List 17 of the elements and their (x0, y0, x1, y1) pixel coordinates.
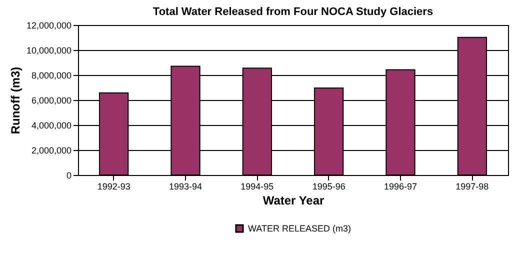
y-tick-label: 10,000,000 (26, 46, 72, 56)
x-tick-label: 1995-96 (312, 182, 346, 192)
chart-title: Total Water Released from Four NOCA Study Glaciers (152, 6, 434, 18)
y-axis-title: Runoff (m3) (8, 66, 22, 134)
x-tick-label: 1993-94 (168, 182, 202, 192)
y-tick-label: 0 (66, 170, 72, 180)
x-tick-label: 1994-95 (240, 182, 274, 192)
y-tick-label: 8,000,000 (31, 70, 72, 80)
x-tick-label: 1996-97 (384, 182, 418, 192)
y-tick-label: 4,000,000 (31, 120, 72, 130)
x-axis-title: Water Year (262, 194, 325, 208)
x-tick-label: 1997-98 (456, 182, 489, 192)
x-tick-label: 1992-93 (97, 182, 130, 192)
y-tick-label: 2,000,000 (31, 146, 72, 156)
y-tick-label: 12,000,000 (26, 20, 72, 30)
y-tick-label: 6,000,000 (31, 96, 72, 106)
legend-label: WATER RELEASED (m3) (248, 224, 352, 234)
